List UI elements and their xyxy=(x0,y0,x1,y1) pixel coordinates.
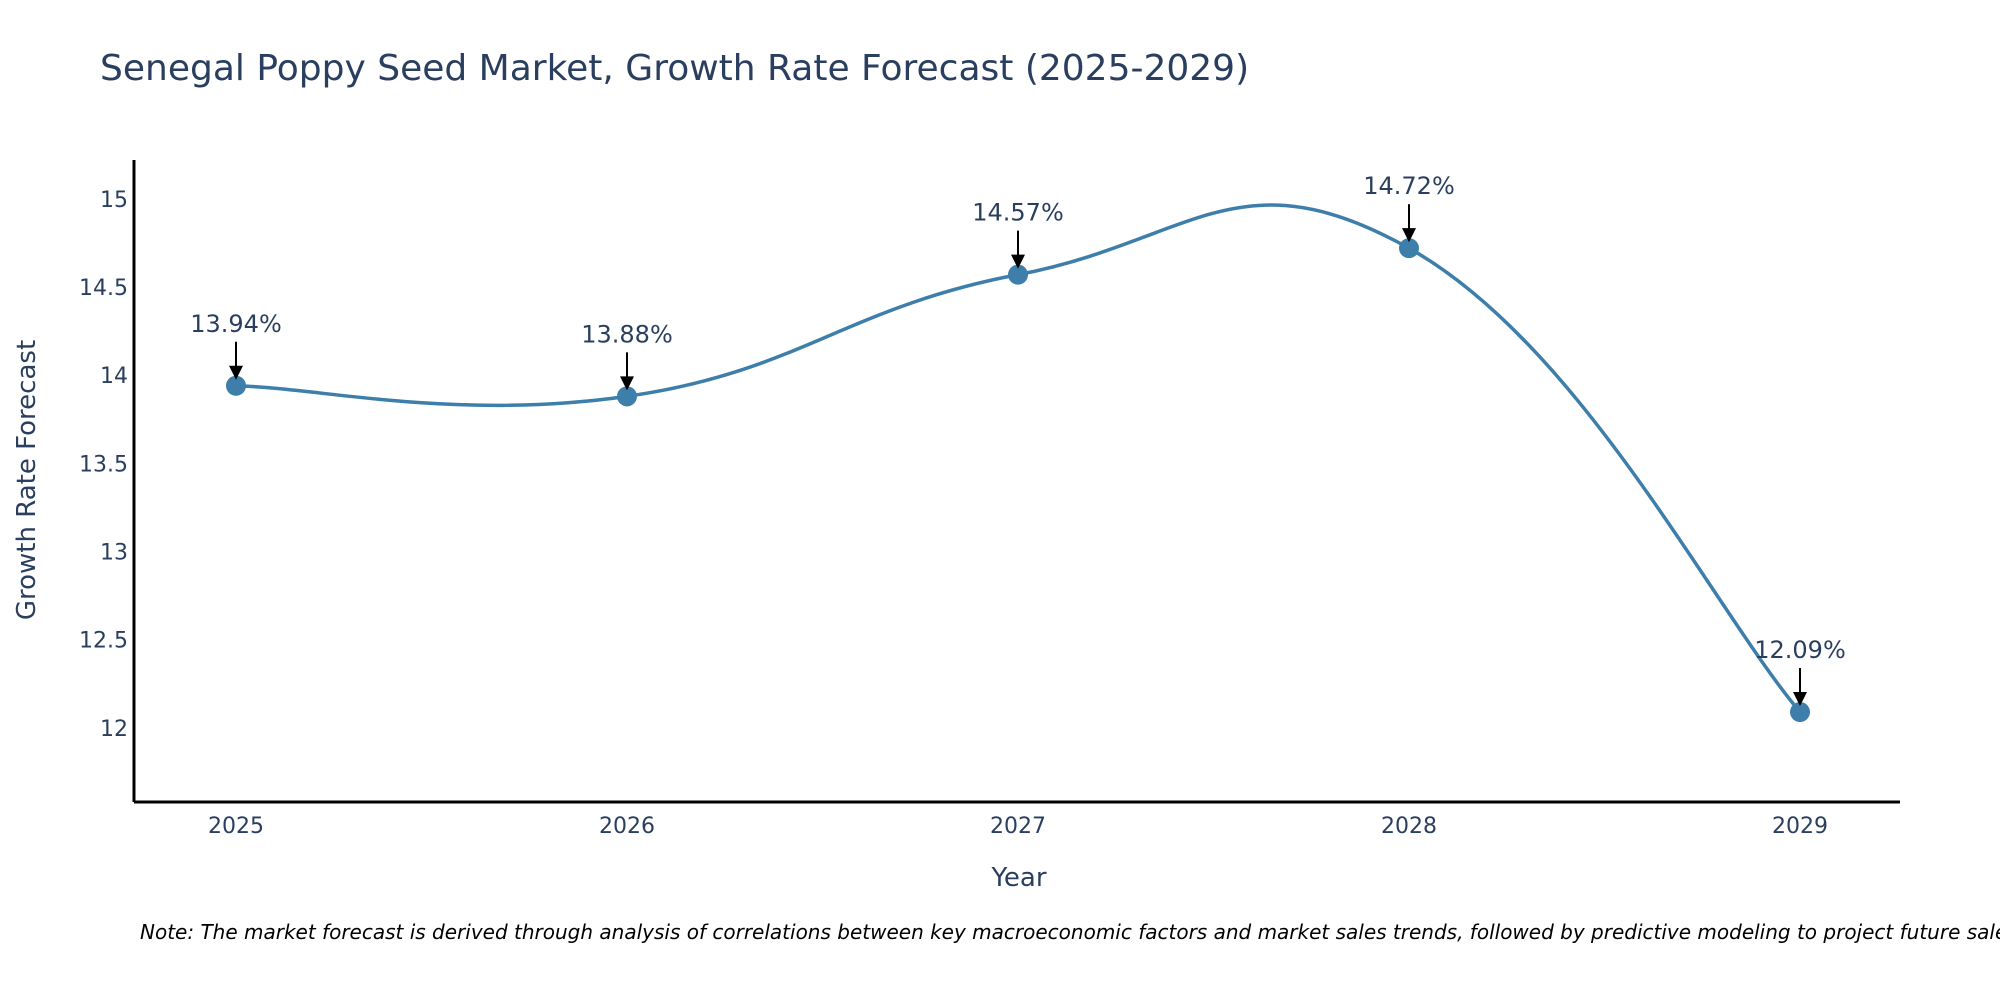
data-point-marker xyxy=(1399,238,1419,259)
annotation-arrow-head xyxy=(1402,228,1416,243)
data-label: 13.88% xyxy=(581,320,673,348)
data-point-marker xyxy=(1790,702,1810,723)
x-axis-ticks: 2025 2026 2027 2028 2029 xyxy=(208,814,1828,839)
footnote: Note: The market forecast is derived thr… xyxy=(140,920,2000,944)
y-tick-label: 14 xyxy=(100,364,128,389)
series-markers xyxy=(226,238,1810,723)
data-label: 14.57% xyxy=(972,199,1064,227)
y-tick-label: 13.5 xyxy=(79,452,128,477)
chart-title: Senegal Poppy Seed Market, Growth Rate F… xyxy=(100,48,1249,89)
data-point-marker xyxy=(617,386,637,407)
annotation-arrow-head xyxy=(620,376,634,391)
data-label: 12.09% xyxy=(1754,636,1846,664)
x-tick-label: 2029 xyxy=(1772,814,1828,839)
y-tick-label: 14.5 xyxy=(79,276,128,301)
data-label: 13.94% xyxy=(190,310,282,338)
annotation-arrow-head xyxy=(1011,254,1025,269)
y-axis-title: Growth Rate Forecast xyxy=(12,340,42,620)
x-axis-title: Year xyxy=(990,863,1046,893)
y-tick-label: 12.5 xyxy=(79,629,128,654)
y-tick-label: 13 xyxy=(100,541,128,566)
y-tick-label: 15 xyxy=(100,188,128,213)
data-point-marker xyxy=(226,375,246,396)
y-axis-ticks: 12 12.5 13 13.5 14 14.5 15 xyxy=(79,188,128,742)
series-line-growth-rate xyxy=(235,203,1802,714)
annotation-arrow-head xyxy=(1793,692,1807,707)
y-tick-label: 12 xyxy=(100,717,128,742)
x-tick-label: 2028 xyxy=(1381,814,1437,839)
data-label: 14.72% xyxy=(1363,172,1455,200)
x-tick-label: 2026 xyxy=(599,814,655,839)
x-tick-label: 2027 xyxy=(990,814,1046,839)
data-label-annotations: 13.94% 13.88% 14.57% 14.72% 12.09% xyxy=(190,172,1846,707)
data-point-marker xyxy=(1008,264,1028,285)
x-tick-label: 2025 xyxy=(208,814,264,839)
annotation-arrow-head xyxy=(229,365,243,380)
